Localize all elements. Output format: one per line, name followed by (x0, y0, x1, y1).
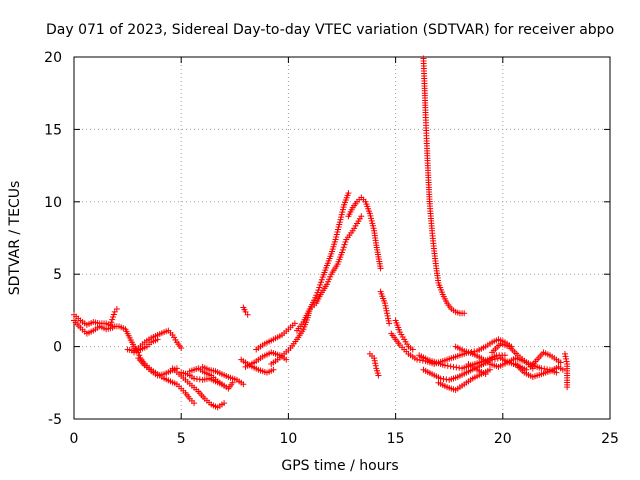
data-point (385, 315, 392, 322)
data-point (342, 239, 349, 246)
data-point (384, 310, 391, 317)
data-point (312, 294, 319, 301)
data-series-sdtvar (71, 55, 571, 411)
data-point (317, 279, 324, 286)
data-point (110, 314, 117, 321)
x-axis-label: GPS time / hours (281, 458, 398, 474)
data-point (345, 190, 352, 197)
data-point (482, 371, 489, 378)
data-point (564, 384, 571, 391)
axis-ticks: 0 5 10 15 20 25 -5 0 5 10 15 20 (44, 50, 619, 447)
data-point (377, 265, 384, 272)
data-point (178, 345, 185, 352)
data-point (562, 353, 569, 360)
y-tick-label: 20 (44, 50, 62, 66)
data-point (325, 278, 332, 285)
data-point (323, 281, 330, 288)
data-point (563, 358, 570, 365)
data-point (109, 316, 116, 323)
data-point (372, 360, 379, 367)
data-point (372, 362, 379, 369)
data-point (107, 321, 114, 328)
data-point (340, 244, 347, 251)
data-point (314, 289, 321, 296)
data-point (486, 366, 493, 373)
data-point (341, 241, 348, 248)
data-point (316, 284, 323, 291)
y-axis-label: SDTVAR / TECUs (7, 181, 23, 296)
data-point (317, 281, 324, 288)
data-point (559, 366, 566, 373)
data-point (240, 381, 247, 388)
x-tick-label: 15 (387, 431, 405, 447)
data-point (461, 310, 468, 317)
chart-title: Day 071 of 2023, Sidereal Day-to-day VTE… (46, 22, 614, 38)
data-point (315, 287, 322, 294)
data-point (501, 352, 508, 359)
data-point (382, 305, 389, 312)
data-point (382, 302, 389, 309)
data-point (313, 292, 320, 299)
data-point (563, 355, 570, 362)
y-tick-label: 15 (44, 122, 62, 138)
data-point (339, 249, 345, 256)
data-point (311, 297, 318, 304)
plot-frame (73, 56, 611, 420)
data-point (371, 355, 378, 362)
y-tick-label: 10 (44, 195, 62, 211)
data-point (375, 372, 382, 379)
data-point (561, 350, 568, 357)
x-tick-label: 0 (70, 431, 79, 447)
data-point (270, 366, 277, 373)
y-tick-label: 0 (53, 340, 62, 356)
data-point (383, 307, 390, 314)
y-tick-label: 5 (53, 267, 62, 283)
data-point (154, 336, 161, 343)
data-point (113, 305, 120, 312)
data-point (327, 273, 334, 280)
data-point (326, 276, 333, 283)
x-tick-label: 5 (177, 431, 186, 447)
data-point (339, 246, 346, 253)
data-point (318, 276, 325, 283)
data-point (385, 317, 392, 324)
data-point (221, 382, 228, 389)
data-point (291, 320, 298, 327)
data-point (384, 312, 391, 319)
x-tick-label: 10 (279, 431, 297, 447)
data-point (358, 213, 365, 220)
x-tick-label: 25 (601, 431, 619, 447)
data-point (244, 311, 251, 318)
data-point (371, 357, 378, 364)
data-point (136, 352, 143, 359)
data-point (221, 400, 228, 407)
x-tick-label: 20 (494, 431, 512, 447)
data-point (557, 359, 564, 366)
data-point (108, 319, 115, 326)
data-point (191, 400, 198, 407)
grid-lines (74, 57, 610, 419)
data-point (386, 320, 393, 327)
data-point (110, 311, 117, 318)
data-point (381, 300, 388, 307)
data-point (409, 346, 416, 353)
data-point (283, 356, 290, 363)
y-tick-label: -5 (48, 412, 62, 428)
